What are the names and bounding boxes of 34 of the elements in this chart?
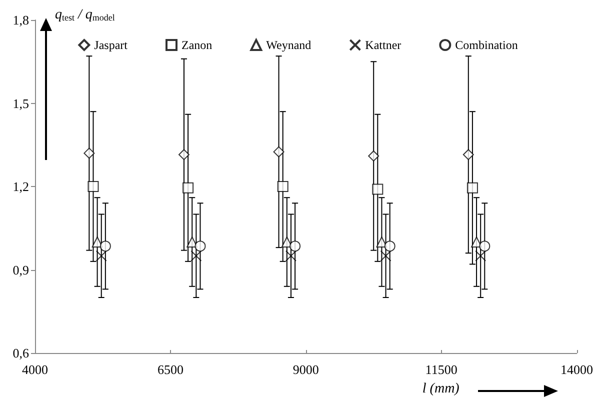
point: [186, 236, 198, 248]
y-tick-label: 1,2: [12, 179, 29, 194]
y-tick-label: 1,8: [12, 12, 29, 28]
point: [178, 149, 190, 160]
x-tick-label: 14000: [560, 362, 593, 377]
legend-label: Jaspart: [94, 38, 128, 52]
point: [368, 150, 380, 162]
point: [372, 184, 384, 195]
y-tick-label: 1,5: [12, 96, 29, 111]
legend-label: Weynand: [266, 38, 312, 52]
point: [194, 240, 206, 252]
y-tick-label: 0,6: [12, 346, 30, 360]
point: [479, 240, 490, 252]
x-tick-label: 4000: [22, 362, 48, 377]
x-axis-title: l (mm): [422, 382, 460, 396]
point: [290, 240, 301, 252]
point: [100, 240, 111, 252]
point: [466, 182, 478, 194]
x-tick-label: 9000: [292, 362, 319, 377]
point: [384, 240, 396, 252]
point: [182, 182, 194, 194]
legend-label: Kattner: [365, 38, 402, 52]
point: [84, 148, 95, 159]
x-tick-label: 11500: [425, 362, 458, 377]
point: [88, 181, 99, 192]
legend-label: Zanon: [182, 38, 212, 52]
point: [462, 149, 474, 160]
x-tick-label: 6500: [157, 362, 184, 377]
y-axis-title: qtest / qmodel: [55, 8, 116, 22]
point: [277, 181, 288, 192]
point: [273, 146, 284, 158]
point: [475, 250, 486, 262]
y-tick-label: 0,9: [12, 262, 29, 278]
legend-label: Combination: [455, 38, 518, 52]
